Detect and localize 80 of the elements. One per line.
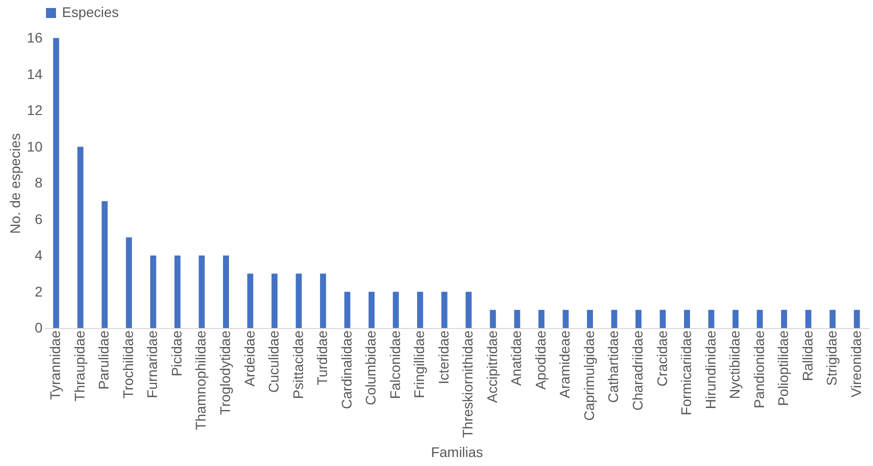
bar <box>417 292 424 328</box>
y-tick-label: 10 <box>26 138 43 154</box>
bar <box>781 310 788 328</box>
x-tick-label: Cardinalidae <box>338 330 354 410</box>
x-tick-label: Ardeidae <box>241 330 258 387</box>
bar <box>150 256 156 328</box>
x-tick-label: Thamnophilidae <box>192 330 209 430</box>
y-tick-label: 14 <box>26 66 43 82</box>
bar <box>102 201 108 328</box>
bar <box>296 274 302 328</box>
y-tick-label: 8 <box>34 174 43 190</box>
bar <box>441 292 448 328</box>
x-tick-label: Cathartidae <box>605 330 622 403</box>
bar <box>53 38 60 328</box>
x-tick-label: Accipitridae <box>484 330 500 403</box>
bar <box>174 256 180 328</box>
x-tick-label: Vireonidae <box>848 330 864 398</box>
y-tick-label: 2 <box>34 283 43 300</box>
x-tick-label: Falconidae <box>386 330 403 399</box>
bar <box>562 310 569 328</box>
bar <box>854 310 860 328</box>
x-axis-title: Familias <box>430 444 484 460</box>
x-tick-label: Icteridae <box>435 330 452 384</box>
x-tick-label: Turdidae <box>314 330 330 386</box>
y-tick-label: 12 <box>26 102 43 118</box>
x-tick-label: Formicariidae <box>678 330 694 416</box>
x-tick-label: Strigidae <box>824 330 840 386</box>
bar <box>538 310 544 328</box>
x-tick-label: Picidae <box>168 330 184 376</box>
bar <box>708 310 714 328</box>
bar <box>830 310 836 328</box>
bar <box>490 310 496 328</box>
x-tick-label: Furnaridae <box>144 330 160 398</box>
x-tick-label: Charadriidae <box>629 330 646 411</box>
x-tick-label: Polioptilidae <box>775 330 792 406</box>
x-tick-label: Aramideae <box>556 330 573 398</box>
x-tick-label: Thraupidae <box>71 330 88 402</box>
x-tick-label: Cuculidae <box>266 330 282 393</box>
x-tick-label: Parulidae <box>96 330 112 390</box>
y-tick-label: 0 <box>34 320 43 336</box>
x-tick-label: Columbidae <box>362 330 379 406</box>
bar <box>586 310 593 328</box>
x-tick-label: Trochilidae <box>120 330 136 398</box>
bar <box>611 310 618 328</box>
bar <box>126 237 132 328</box>
x-tick-label: Hirundinidae <box>702 330 718 410</box>
bar <box>635 310 642 328</box>
bar <box>198 256 205 328</box>
y-tick-label: 4 <box>34 247 43 263</box>
x-tick-label: Nyctibiidae <box>726 330 743 399</box>
x-tick-label: Tyrannidae <box>47 330 64 400</box>
bar <box>222 256 229 328</box>
x-tick-label: Psittacidae <box>290 330 306 399</box>
x-tick-label: Cracidae <box>654 330 670 387</box>
legend-label: Especies <box>62 4 119 20</box>
x-tick-label: Threskiornithidae <box>460 330 476 438</box>
x-tick-label: Anatidae <box>508 330 524 386</box>
bar <box>320 274 326 328</box>
x-tick-label: Apodidae <box>532 330 548 390</box>
y-tick-label: 6 <box>34 210 43 227</box>
bar <box>368 292 375 328</box>
bar <box>756 310 763 328</box>
x-tick-label: Fringillidae <box>411 330 428 398</box>
bar <box>684 310 690 328</box>
bar <box>732 310 739 328</box>
x-tick-label: Rallidae <box>799 330 816 382</box>
x-tick-label: Pandionidae <box>750 330 767 408</box>
bar <box>514 310 520 328</box>
x-tick-label: Troglodytidae <box>216 330 233 415</box>
bar <box>805 310 812 328</box>
y-tick-label: 16 <box>26 30 43 46</box>
x-tick-label: Caprimulgidae <box>580 330 597 421</box>
bar <box>272 274 278 328</box>
y-axis-title: No. de especies <box>6 133 23 234</box>
bar <box>247 274 254 328</box>
bar <box>77 146 84 328</box>
bar <box>466 292 472 328</box>
bar <box>344 292 350 328</box>
bar <box>660 310 666 328</box>
bar <box>392 292 399 328</box>
